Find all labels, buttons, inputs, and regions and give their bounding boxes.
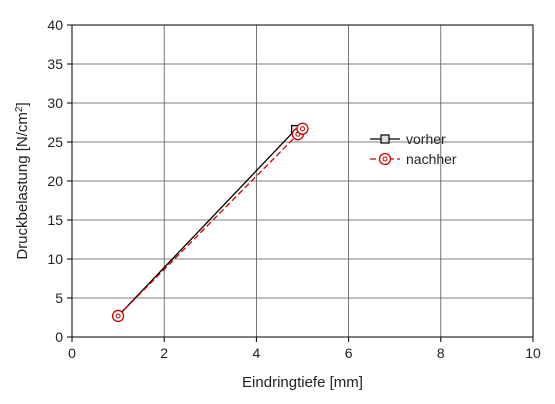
series-line-vorher [117,129,297,317]
y-axis-label-superscript: 2 [14,106,25,112]
y-axis-label-end: ] [14,102,31,106]
y-tick-label: 40 [47,17,63,33]
y-tick-label: 10 [47,251,63,267]
y-tick-label: 30 [47,95,63,111]
y-axis-label: Druckbelastung [N/cm2] [14,102,32,259]
x-tick-label: 10 [525,345,541,361]
legend-label: nachher [406,151,457,167]
y-tick-label: 25 [47,134,63,150]
data-point-nachher-ring [296,122,309,135]
y-tick-label: 0 [55,329,63,345]
series-nachher [111,122,309,323]
legend-item-vorher: vorher [370,131,446,147]
data-point-nachher [296,122,309,135]
legend-item-nachher: nachher [370,151,457,167]
legend-marker [380,134,390,144]
x-tick-label: 2 [160,345,168,361]
data-point-nachher-core [115,313,121,319]
legend-marker-core [382,156,388,162]
x-axis-ticks: 0 2 4 6 8 10 [68,337,541,361]
legend: vorher nachher [370,131,457,167]
x-axis-label: Eindringtiefe [mm] [242,374,363,391]
y-axis-ticks: 0 5 10 15 20 25 30 35 40 [47,17,72,345]
data-point-nachher-ring [111,309,125,323]
y-axis-label-main: Druckbelastung [N/cm [14,112,31,260]
data-point-nachher-core [300,126,305,132]
x-tick-label: 6 [345,345,353,361]
y-tick-label: 5 [55,290,63,306]
legend-label: vorher [406,131,446,147]
x-tick-label: 8 [437,345,445,361]
legend-marker-ring [378,152,392,166]
y-tick-label: 35 [47,56,63,72]
data-point-nachher [111,309,125,323]
y-tick-label: 15 [47,212,63,228]
y-tick-label: 20 [47,173,63,189]
x-tick-label: 0 [68,345,76,361]
series-layer [111,122,309,323]
legend-marker [378,152,392,166]
x-tick-label: 4 [253,345,261,361]
